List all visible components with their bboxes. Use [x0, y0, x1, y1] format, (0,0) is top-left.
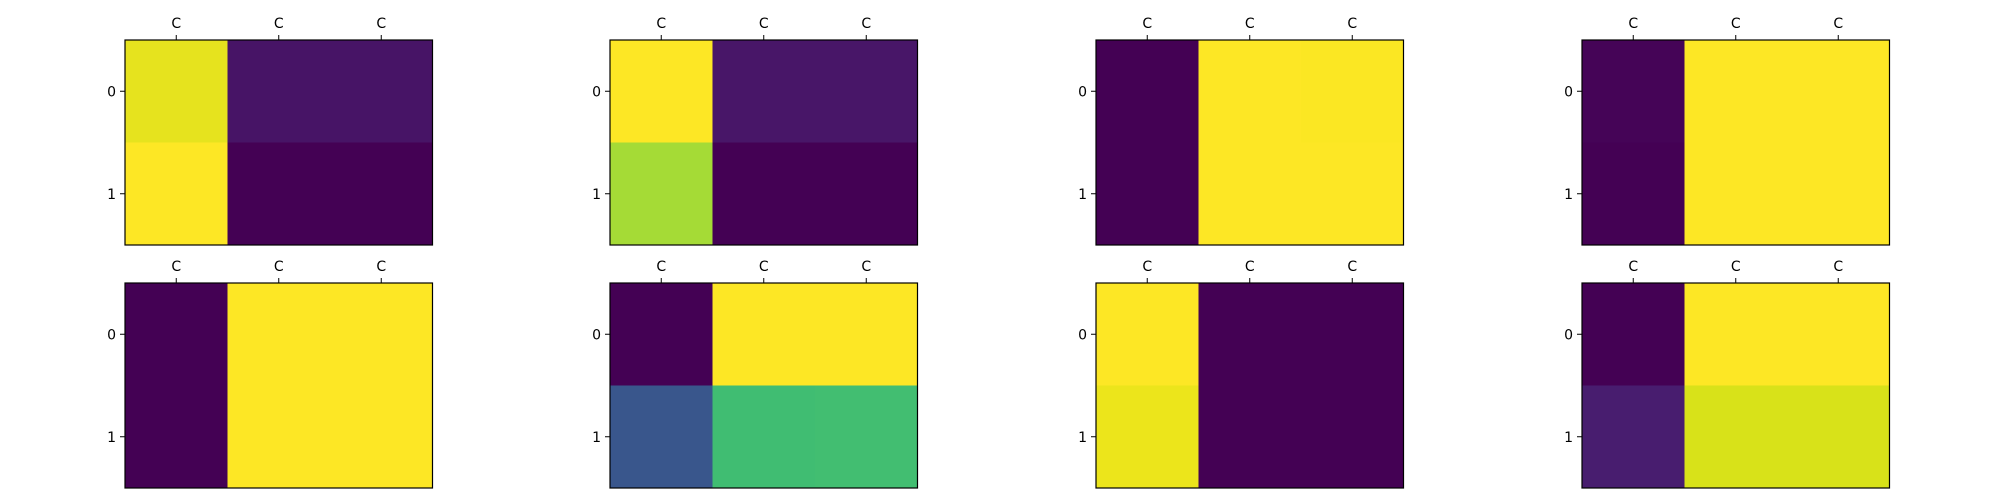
- heatmap-cell-r0-c1: [1685, 40, 1788, 143]
- heatmap-cell-r0-c1: [713, 40, 816, 143]
- heatmap-cell-r1-c1: [228, 143, 331, 246]
- heatmap-cell-r1-c1: [1685, 386, 1788, 489]
- heatmap-cell-r1-c0: [125, 143, 228, 246]
- x-tick-label: C: [1245, 259, 1255, 275]
- heatmap-cell-r1-c2: [1787, 143, 1890, 246]
- x-tick-label: C: [759, 259, 769, 275]
- heatmap-cell-r0-c0: [610, 283, 713, 386]
- y-tick-label: 0: [107, 327, 116, 343]
- y-tick-label: 1: [1564, 187, 1573, 203]
- heatmap-cell-r0-c0: [610, 40, 713, 143]
- x-tick-label: C: [274, 16, 284, 32]
- x-tick-label: C: [274, 259, 284, 275]
- heatmap-cell-r1-c1: [713, 143, 816, 246]
- heatmap-cell-r0-c1: [228, 40, 331, 143]
- x-tick-label: C: [1347, 16, 1357, 32]
- heatmap-cell-r1-c2: [330, 143, 433, 246]
- heatmap-cell-r0-c2: [1787, 40, 1890, 143]
- y-tick-label: 0: [107, 84, 116, 100]
- heatmap-cell-r0-c2: [330, 40, 433, 143]
- x-tick-label: C: [1142, 259, 1152, 275]
- heatmap-cell-r1-c2: [815, 143, 918, 246]
- heatmap-cell-r0-c1: [1199, 283, 1302, 386]
- y-tick-label: 0: [1564, 84, 1573, 100]
- heatmap-cell-r1-c1: [1685, 143, 1788, 246]
- x-tick-label: C: [171, 259, 181, 275]
- y-tick-label: 0: [1078, 84, 1087, 100]
- heatmap-cell-r1-c0: [1582, 143, 1685, 246]
- y-tick-label: 1: [1078, 430, 1087, 446]
- y-tick-label: 1: [1564, 430, 1573, 446]
- x-tick-label: C: [1833, 259, 1843, 275]
- heatmap-cell-r1-c0: [125, 386, 228, 489]
- x-tick-label: C: [1628, 259, 1638, 275]
- x-tick-label: C: [376, 259, 386, 275]
- heatmap-cell-r0-c0: [1096, 40, 1199, 143]
- heatmap-cell-r0-c1: [228, 283, 331, 386]
- x-tick-label: C: [1731, 16, 1741, 32]
- heatmap-cell-r1-c2: [1787, 386, 1890, 489]
- heatmap-panel-8: C C C 0 1: [1564, 259, 1890, 489]
- heatmap-panel-5: C C C 0 1: [107, 259, 433, 489]
- heatmap-cell-r0-c0: [1096, 283, 1199, 386]
- heatmap-cell-r0-c2: [1787, 283, 1890, 386]
- heatmap-cell-r0-c2: [330, 283, 433, 386]
- heatmap-cell-r1-c0: [1096, 143, 1199, 246]
- heatmap-cell-r0-c2: [815, 40, 918, 143]
- y-tick-label: 1: [107, 430, 116, 446]
- heatmap-cell-r1-c1: [1199, 386, 1302, 489]
- heatmap-panel-1: C C C 0 1: [107, 16, 433, 246]
- x-tick-label: C: [171, 16, 181, 32]
- heatmap-cell-r0-c0: [1582, 283, 1685, 386]
- x-tick-label: C: [1628, 16, 1638, 32]
- heatmap-cell-r1-c1: [1199, 143, 1302, 246]
- y-tick-label: 0: [1564, 327, 1573, 343]
- y-tick-label: 0: [1078, 327, 1087, 343]
- heatmap-cell-r1-c0: [610, 386, 713, 489]
- heatmap-panel-4: C C C 0 1: [1564, 16, 1890, 246]
- heatmap-cell-r0-c1: [1685, 283, 1788, 386]
- x-tick-label: C: [376, 16, 386, 32]
- heatmap-cell-r0-c2: [815, 283, 918, 386]
- heatmap-cell-r1-c1: [713, 386, 816, 489]
- heatmap-cell-r0-c0: [1582, 40, 1685, 143]
- heatmap-cell-r1-c0: [610, 143, 713, 246]
- heatmap-cell-r1-c2: [330, 386, 433, 489]
- x-tick-label: C: [1833, 16, 1843, 32]
- heatmap-cell-r0-c1: [1199, 40, 1302, 143]
- heatmap-cell-r0-c2: [1301, 283, 1404, 386]
- heatmap-panel-3: C C C 0 1: [1078, 16, 1404, 246]
- y-tick-label: 1: [592, 187, 601, 203]
- y-tick-label: 1: [1078, 187, 1087, 203]
- y-tick-label: 0: [592, 84, 601, 100]
- heatmap-cell-r1-c2: [1301, 143, 1404, 246]
- heatmap-cell-r0-c2: [1301, 40, 1404, 143]
- x-tick-label: C: [656, 259, 666, 275]
- x-tick-label: C: [861, 16, 871, 32]
- heatmap-cell-r0-c0: [125, 283, 228, 386]
- heatmap-panel-7: C C C 0 1: [1078, 259, 1404, 489]
- heatmap-panel-2: C C C 0 1: [592, 16, 918, 246]
- y-tick-label: 1: [107, 187, 116, 203]
- heatmap-cell-r1-c2: [1301, 386, 1404, 489]
- x-tick-label: C: [1731, 259, 1741, 275]
- heatmap-cell-r1-c2: [815, 386, 918, 489]
- heatmap-cell-r1-c0: [1096, 386, 1199, 489]
- y-tick-label: 1: [592, 430, 601, 446]
- y-tick-label: 0: [592, 327, 601, 343]
- heatmap-cell-r0-c0: [125, 40, 228, 143]
- heatmap-cell-r0-c1: [713, 283, 816, 386]
- heatmap-cell-r1-c0: [1582, 386, 1685, 489]
- heatmap-panel-6: C C C 0 1: [592, 259, 918, 489]
- x-tick-label: C: [656, 16, 666, 32]
- x-tick-label: C: [861, 259, 871, 275]
- x-tick-label: C: [1142, 16, 1152, 32]
- x-tick-label: C: [1245, 16, 1255, 32]
- x-tick-label: C: [759, 16, 769, 32]
- x-tick-label: C: [1347, 259, 1357, 275]
- heatmap-cell-r1-c1: [228, 386, 331, 489]
